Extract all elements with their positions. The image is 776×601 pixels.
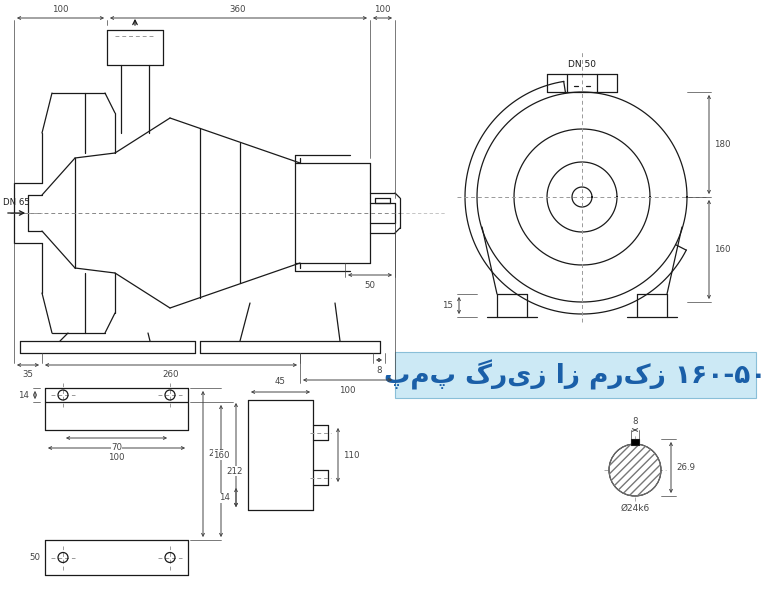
Text: 260: 260 <box>163 370 179 379</box>
Text: 360: 360 <box>230 5 246 14</box>
Text: DN 50: DN 50 <box>568 60 596 69</box>
Bar <box>395 352 756 398</box>
Text: 100: 100 <box>374 5 390 14</box>
Text: 35: 35 <box>23 370 33 379</box>
Text: 45: 45 <box>275 377 286 386</box>
Text: 265: 265 <box>208 450 224 459</box>
Text: 70: 70 <box>111 443 122 452</box>
Text: 14: 14 <box>18 391 29 400</box>
Text: 100: 100 <box>339 386 355 395</box>
Text: 160: 160 <box>213 451 230 460</box>
Text: 26.9: 26.9 <box>676 463 695 472</box>
Text: 110: 110 <box>343 451 359 460</box>
Text: 212: 212 <box>226 466 242 475</box>
Text: پمپ گریز از مرکز ۱۶۰-۵۰: پمپ گریز از مرکز ۱۶۰-۵۰ <box>384 360 767 390</box>
Text: Ø24k6: Ø24k6 <box>620 504 650 513</box>
Bar <box>631 439 639 445</box>
Circle shape <box>609 444 661 496</box>
Text: 50: 50 <box>365 281 376 290</box>
Text: 14: 14 <box>219 493 230 502</box>
Text: 8: 8 <box>376 366 382 375</box>
Text: 100: 100 <box>52 5 68 14</box>
Text: DN 65: DN 65 <box>3 198 29 207</box>
Text: 100: 100 <box>108 453 125 462</box>
Text: 8: 8 <box>632 417 638 426</box>
Text: 160: 160 <box>714 245 730 254</box>
Text: 15: 15 <box>442 301 453 310</box>
Text: 50: 50 <box>29 553 40 562</box>
Text: 180: 180 <box>714 140 730 149</box>
